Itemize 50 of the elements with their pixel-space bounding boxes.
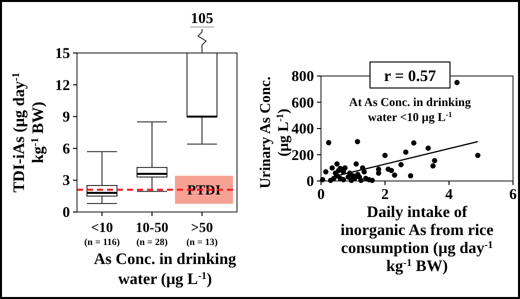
y-tick-label: 15 — [55, 46, 70, 62]
y-tick-label: 600 — [292, 95, 314, 112]
point — [388, 168, 394, 174]
point — [323, 169, 328, 174]
point — [354, 138, 360, 144]
point — [358, 178, 364, 183]
y-tick-label: 200 — [292, 148, 314, 164]
point — [411, 140, 416, 146]
y-tick-label: 9 — [62, 110, 70, 126]
point — [392, 172, 398, 178]
point — [398, 162, 404, 168]
x-tick-label: 10-50 (n = 28) — [136, 221, 168, 248]
x-axis-title: As Conc. in drinking water (μg L$^{-1}$) — [94, 251, 236, 288]
point — [340, 177, 346, 182]
y-tick-label: 0 — [306, 174, 314, 190]
y-tick-label: 0 — [62, 205, 70, 221]
x-tick-label: 2 — [381, 187, 389, 203]
point — [376, 166, 382, 172]
point — [330, 165, 335, 171]
y-tick-label: 12 — [55, 78, 70, 94]
x-tick-label: <10 (n = 116) — [84, 221, 120, 248]
point — [408, 173, 414, 178]
annotation: At As Conc. in drinking water <10 μg L$^{-1}$ — [349, 95, 471, 124]
point — [382, 152, 388, 158]
text: Daily intake of inorganic As from rice consumption (μg day$^{-1}$ kg$^{-1}$ BW) — [340, 204, 494, 275]
point — [432, 158, 438, 164]
x-tick-label: >50 (n = 13) — [186, 221, 218, 248]
x-tick-label: 4 — [445, 187, 454, 203]
y-tick-label: 800 — [292, 69, 314, 85]
point — [362, 169, 367, 174]
point — [342, 165, 348, 171]
text: 105 — [190, 11, 214, 27]
point — [454, 80, 460, 86]
point — [334, 161, 340, 167]
point — [475, 152, 480, 158]
point — [403, 149, 408, 155]
point — [348, 178, 354, 183]
point — [370, 178, 375, 183]
point — [354, 161, 359, 167]
y-tick-label: 6 — [62, 141, 70, 158]
point — [426, 146, 431, 151]
point — [430, 163, 436, 169]
y-tick-label: 3 — [62, 173, 70, 190]
point — [326, 140, 332, 146]
annotation: r = 0.57 — [384, 68, 436, 85]
x-tick-label: 6 — [509, 187, 518, 203]
x-tick-label: 0 — [317, 187, 325, 203]
point — [320, 177, 326, 182]
point — [331, 176, 336, 182]
y-tick-label: 400 — [292, 122, 314, 138]
